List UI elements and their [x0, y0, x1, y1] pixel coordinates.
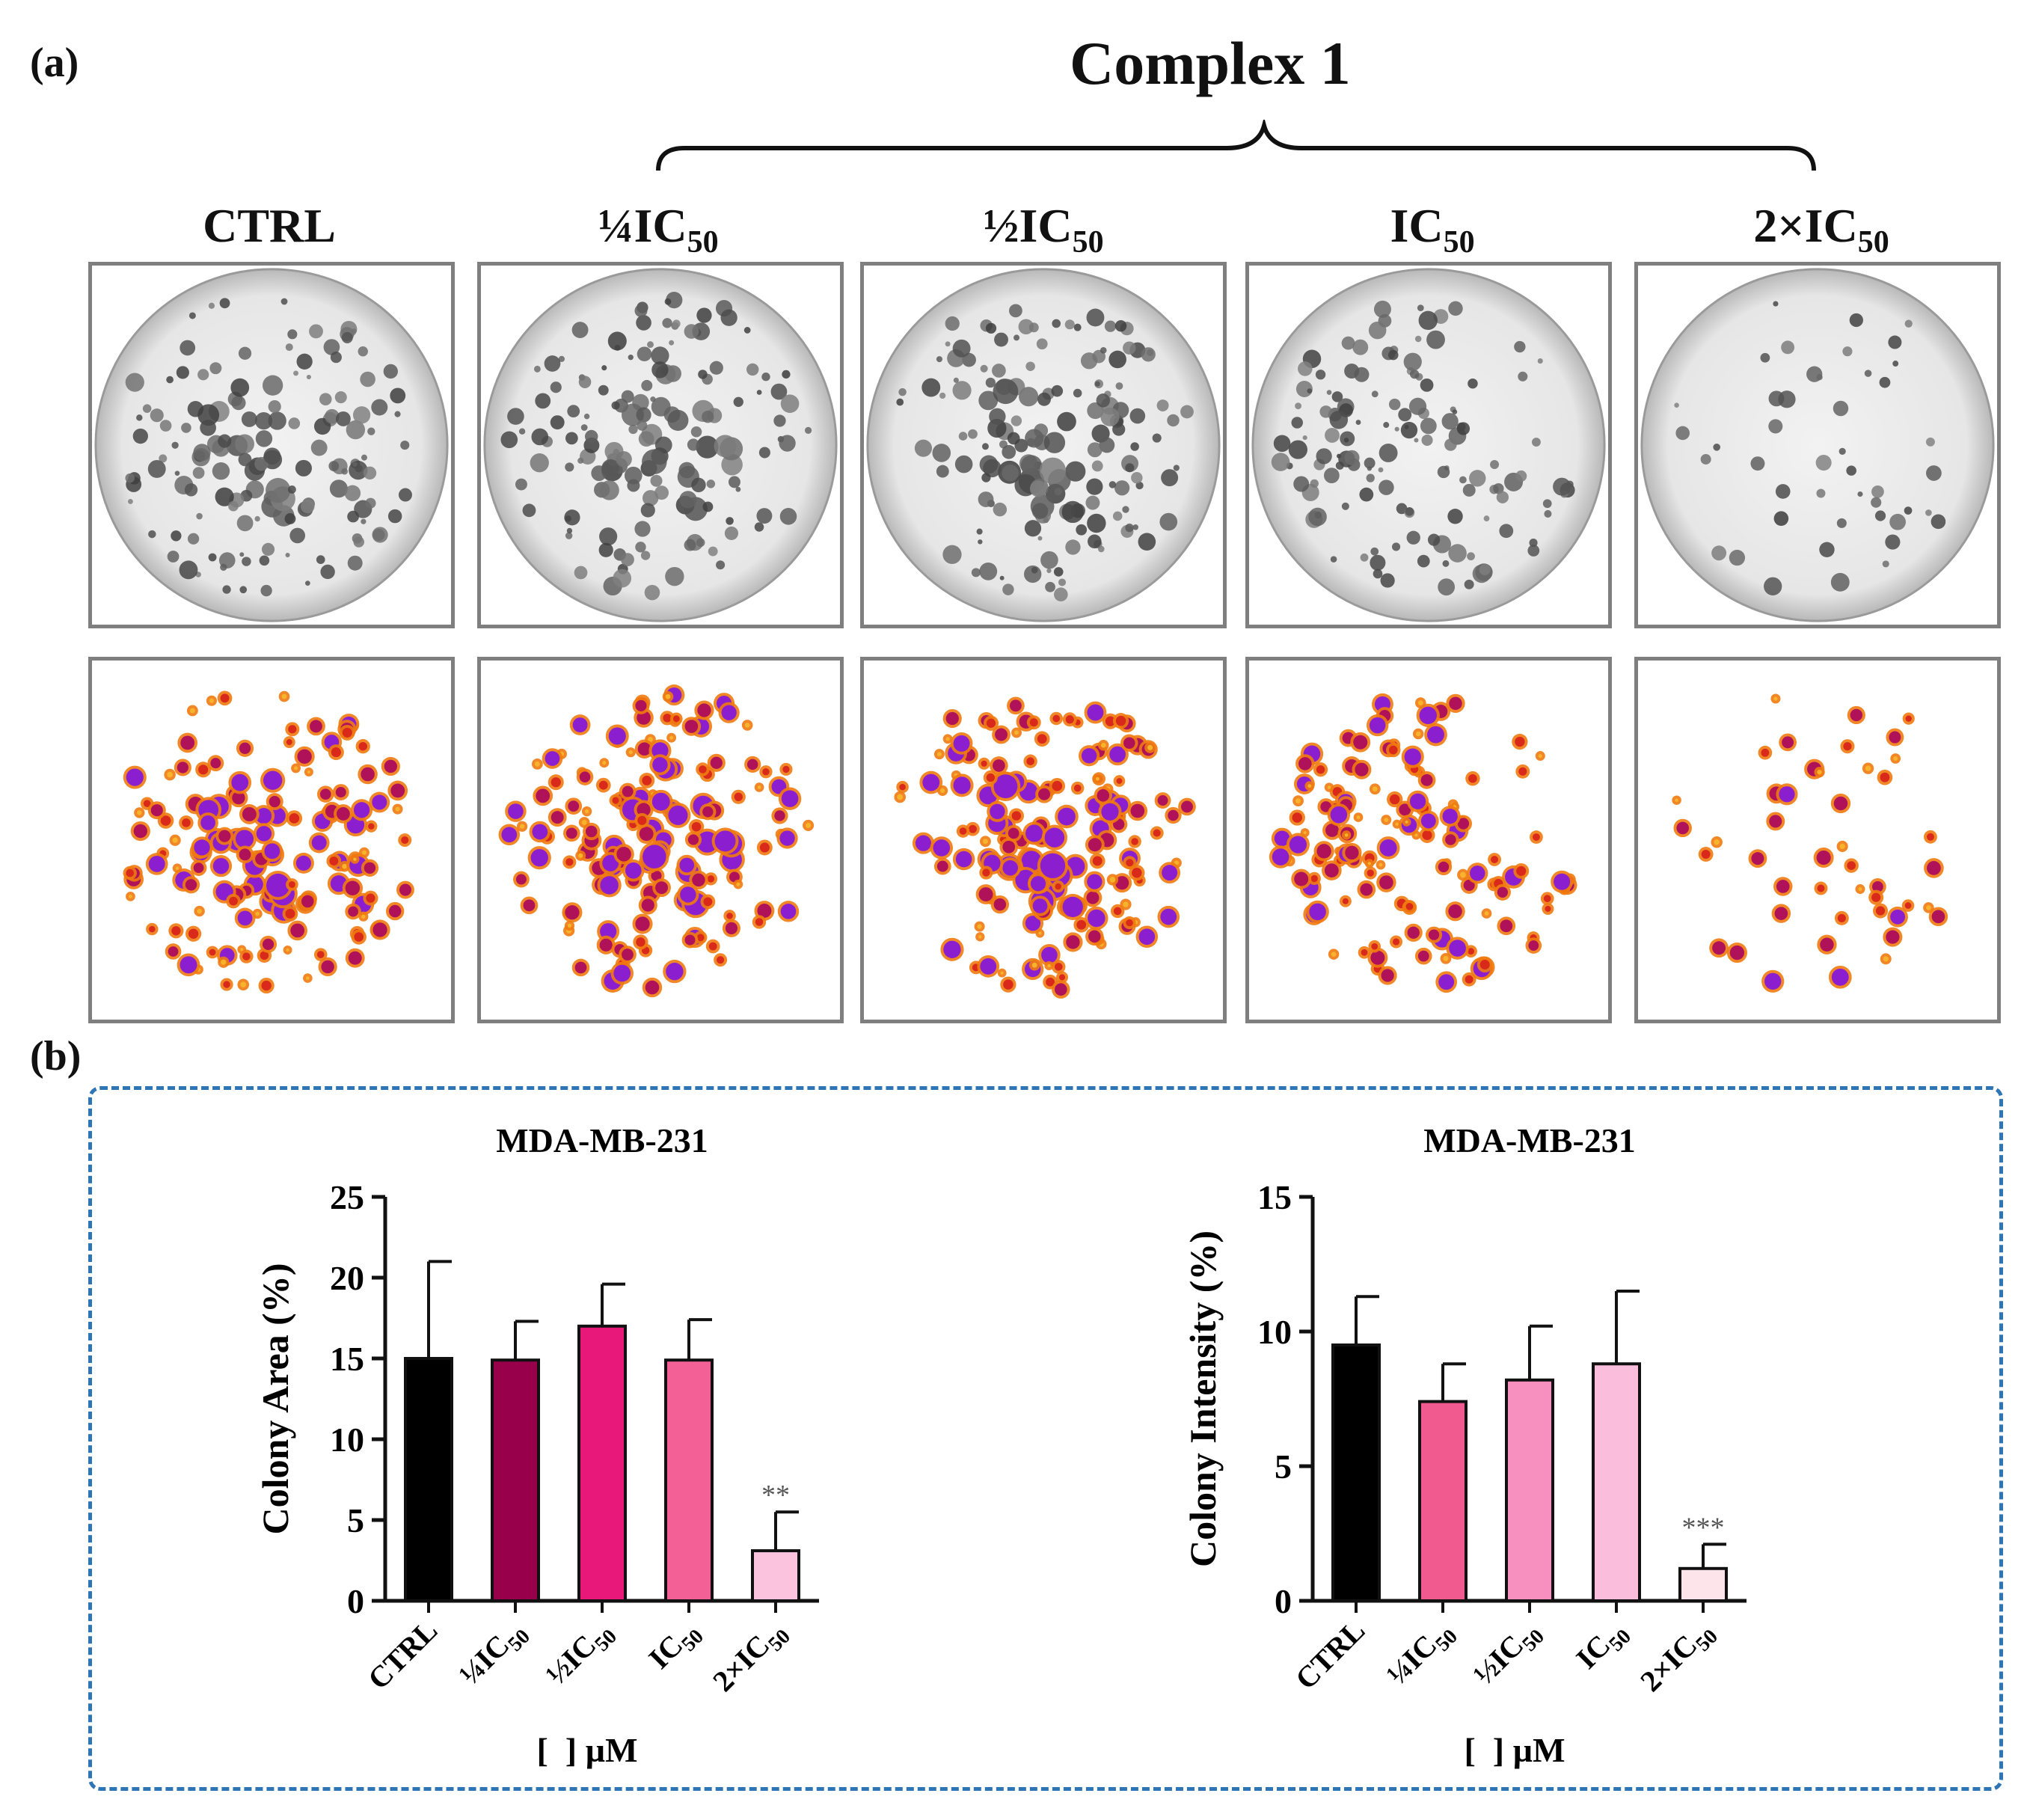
bar [1418, 1400, 1468, 1602]
y-tick-label: 15 [330, 1340, 364, 1378]
dish-heatmap-quarter [477, 657, 844, 1023]
x-tick-label: CTRL [361, 1614, 444, 1696]
significance-annotation: *** [1682, 1512, 1725, 1543]
x-tick-label: 2×IC50 [706, 1614, 795, 1703]
column-label-subscript: 50 [1443, 224, 1475, 260]
x-tick-label: IC50 [642, 1614, 708, 1680]
x-axis-label: [ ] µM [536, 1731, 637, 1769]
y-tick-label: 0 [347, 1582, 364, 1620]
x-axis-label: [ ] µM [1464, 1731, 1565, 1769]
column-label-main: ½IC [983, 199, 1073, 252]
bar [1678, 1566, 1728, 1602]
x-tick-label: ¼IC50 [1380, 1614, 1462, 1696]
bar [664, 1358, 714, 1602]
bar [1505, 1378, 1554, 1602]
panel-b-frame [88, 1086, 2003, 1791]
complex-1-title: Complex 1 [1070, 29, 1351, 97]
y-tick-label: 15 [1257, 1178, 1292, 1216]
dish-photo-half [860, 262, 1227, 628]
x-tick-label: CTRL [1289, 1614, 1371, 1696]
column-label-main: ¼IC [598, 199, 687, 252]
bar [1331, 1343, 1381, 1602]
y-axis-label: Colony Intensity (%) [1182, 1231, 1224, 1567]
column-label-subscript: 50 [1072, 224, 1104, 260]
bar [577, 1324, 627, 1602]
y-tick-label: 5 [347, 1501, 364, 1539]
column-label-main: 2×IC [1753, 199, 1858, 252]
dish-heatmap-ctrl [88, 657, 455, 1023]
y-tick-label: 5 [1275, 1447, 1292, 1486]
complex-1-brace [656, 120, 1816, 171]
y-tick-label: 25 [330, 1178, 364, 1216]
colony-intensity-chart: MDA-MB-231 0 5 10 15 Colony Intensity (%) CTRL… [1182, 1121, 1747, 1769]
significance-annotation: ** [761, 1480, 790, 1511]
chart-title: MDA-MB-231 [1423, 1121, 1636, 1159]
y-tick-label: 10 [330, 1421, 364, 1459]
column-label-double: 2×IC50 [1672, 198, 1971, 260]
bar [491, 1358, 540, 1602]
dish-photo-quarter [477, 262, 844, 628]
bar [1592, 1362, 1641, 1602]
panel-b-label: (b) [30, 1033, 82, 1079]
dish-heatmap-half [860, 657, 1227, 1023]
chart-title: MDA-MB-231 [496, 1121, 708, 1159]
x-tick-label-main: CTRL [361, 1614, 444, 1696]
panel-a-label: (a) [30, 40, 79, 86]
y-axis-label: Colony Area (%) [254, 1263, 296, 1535]
x-tick-label: ½IC50 [539, 1614, 622, 1696]
y-tick-label: 0 [1275, 1582, 1292, 1620]
colony-area-chart: MDA-MB-231 0 5 10 15 20 25 Colony Area (%) CTRL ¼… [254, 1121, 819, 1769]
x-tick-label: ¼IC50 [453, 1614, 535, 1696]
column-label-quarter: ¼IC50 [509, 198, 808, 260]
column-label-ic50: IC50 [1283, 198, 1582, 260]
dish-photo-ic50 [1245, 262, 1612, 628]
column-label-subscript: 50 [1857, 224, 1889, 260]
dish-photo-ctrl [88, 262, 455, 628]
x-tick-label: IC50 [1569, 1614, 1636, 1680]
column-label-main: CTRL [203, 199, 336, 252]
dish-heatmap-double [1634, 657, 2001, 1023]
x-tick-label: ½IC50 [1467, 1614, 1549, 1696]
column-label-half: ½IC50 [894, 198, 1193, 260]
column-label-ctrl: CTRL [120, 198, 419, 254]
y-tick-label: 10 [1257, 1313, 1292, 1351]
dish-photo-double [1634, 262, 2001, 628]
dish-heatmap-ic50 [1245, 657, 1612, 1023]
column-label-subscript: 50 [687, 224, 719, 260]
x-tick-label: 2×IC50 [1634, 1614, 1723, 1703]
y-tick-label: 20 [330, 1259, 364, 1297]
bar [751, 1549, 800, 1602]
x-tick-label-main: CTRL [1289, 1614, 1371, 1696]
bar [404, 1357, 453, 1602]
column-label-main: IC [1390, 199, 1444, 252]
